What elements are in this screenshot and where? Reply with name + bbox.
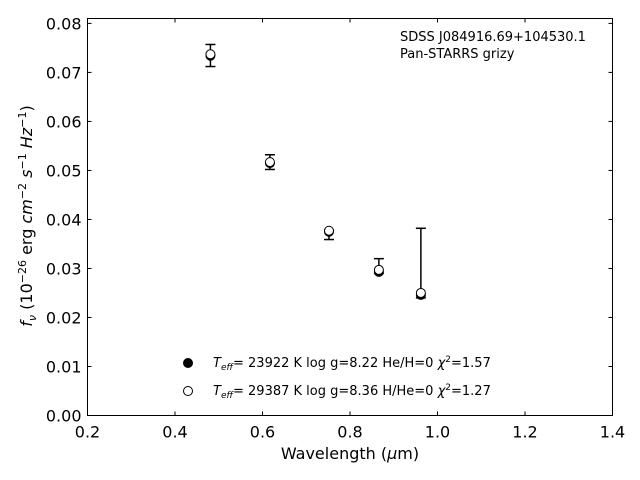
data-point-open [415,287,426,298]
y-tick-label: 0.08 [46,14,82,33]
data-point-open [373,264,384,275]
data-point-open [324,225,334,236]
annotation-object-name: SDSS J084916.69+104530.1 [400,30,586,45]
data-point-open [264,157,275,168]
x-tick-label: 1.4 [600,423,625,442]
legend: Teff= 23922 K log g=8.22 He/H=0 χ2=1.57 … [183,355,491,401]
y-tick-label: 0.07 [46,63,82,82]
y-tick-label: 0.04 [46,210,82,229]
legend-entry-2: Teff= 29387 K log g=8.36 H/He=0 χ2=1.27 [213,383,491,401]
series-open-circles [205,49,426,298]
y-tick-label: 0.00 [46,407,82,426]
x-tick-label: 0.4 [162,423,187,442]
y-axis-ticks: 0.00 0.01 0.02 0.03 0.04 0.05 0.06 0.07 0.08 [46,14,613,426]
y-tick-label: 0.02 [46,308,82,327]
y-tick-label: 0.05 [46,161,82,180]
y-tick-label: 0.03 [46,259,82,278]
x-tick-label: 0.8 [337,423,362,442]
data-point-open [205,49,216,60]
y-tick-label: 0.01 [46,357,82,376]
y-tick-label: 0.06 [46,112,82,131]
y-axis-label: fν (10−26 erg cm−2 s−1 Hz−1) [16,105,39,326]
series-filled-circles [205,50,426,300]
x-axis-ticks: 0.2 0.4 0.6 0.8 1.0 1.2 1.4 [75,18,625,442]
error-bars [205,43,426,299]
x-tick-label: 1.2 [512,423,537,442]
legend-marker-filled [183,358,193,368]
x-tick-label: 1.0 [425,423,450,442]
legend-entry-1: Teff= 23922 K log g=8.22 He/H=0 χ2=1.57 [213,355,491,373]
x-tick-label: 0.2 [75,423,100,442]
x-tick-label: 0.6 [250,423,275,442]
x-axis-label: Wavelength (μm) [281,444,419,463]
annotation-filter-set: Pan-STARRS grizy [400,47,515,62]
legend-marker-open [183,386,193,396]
